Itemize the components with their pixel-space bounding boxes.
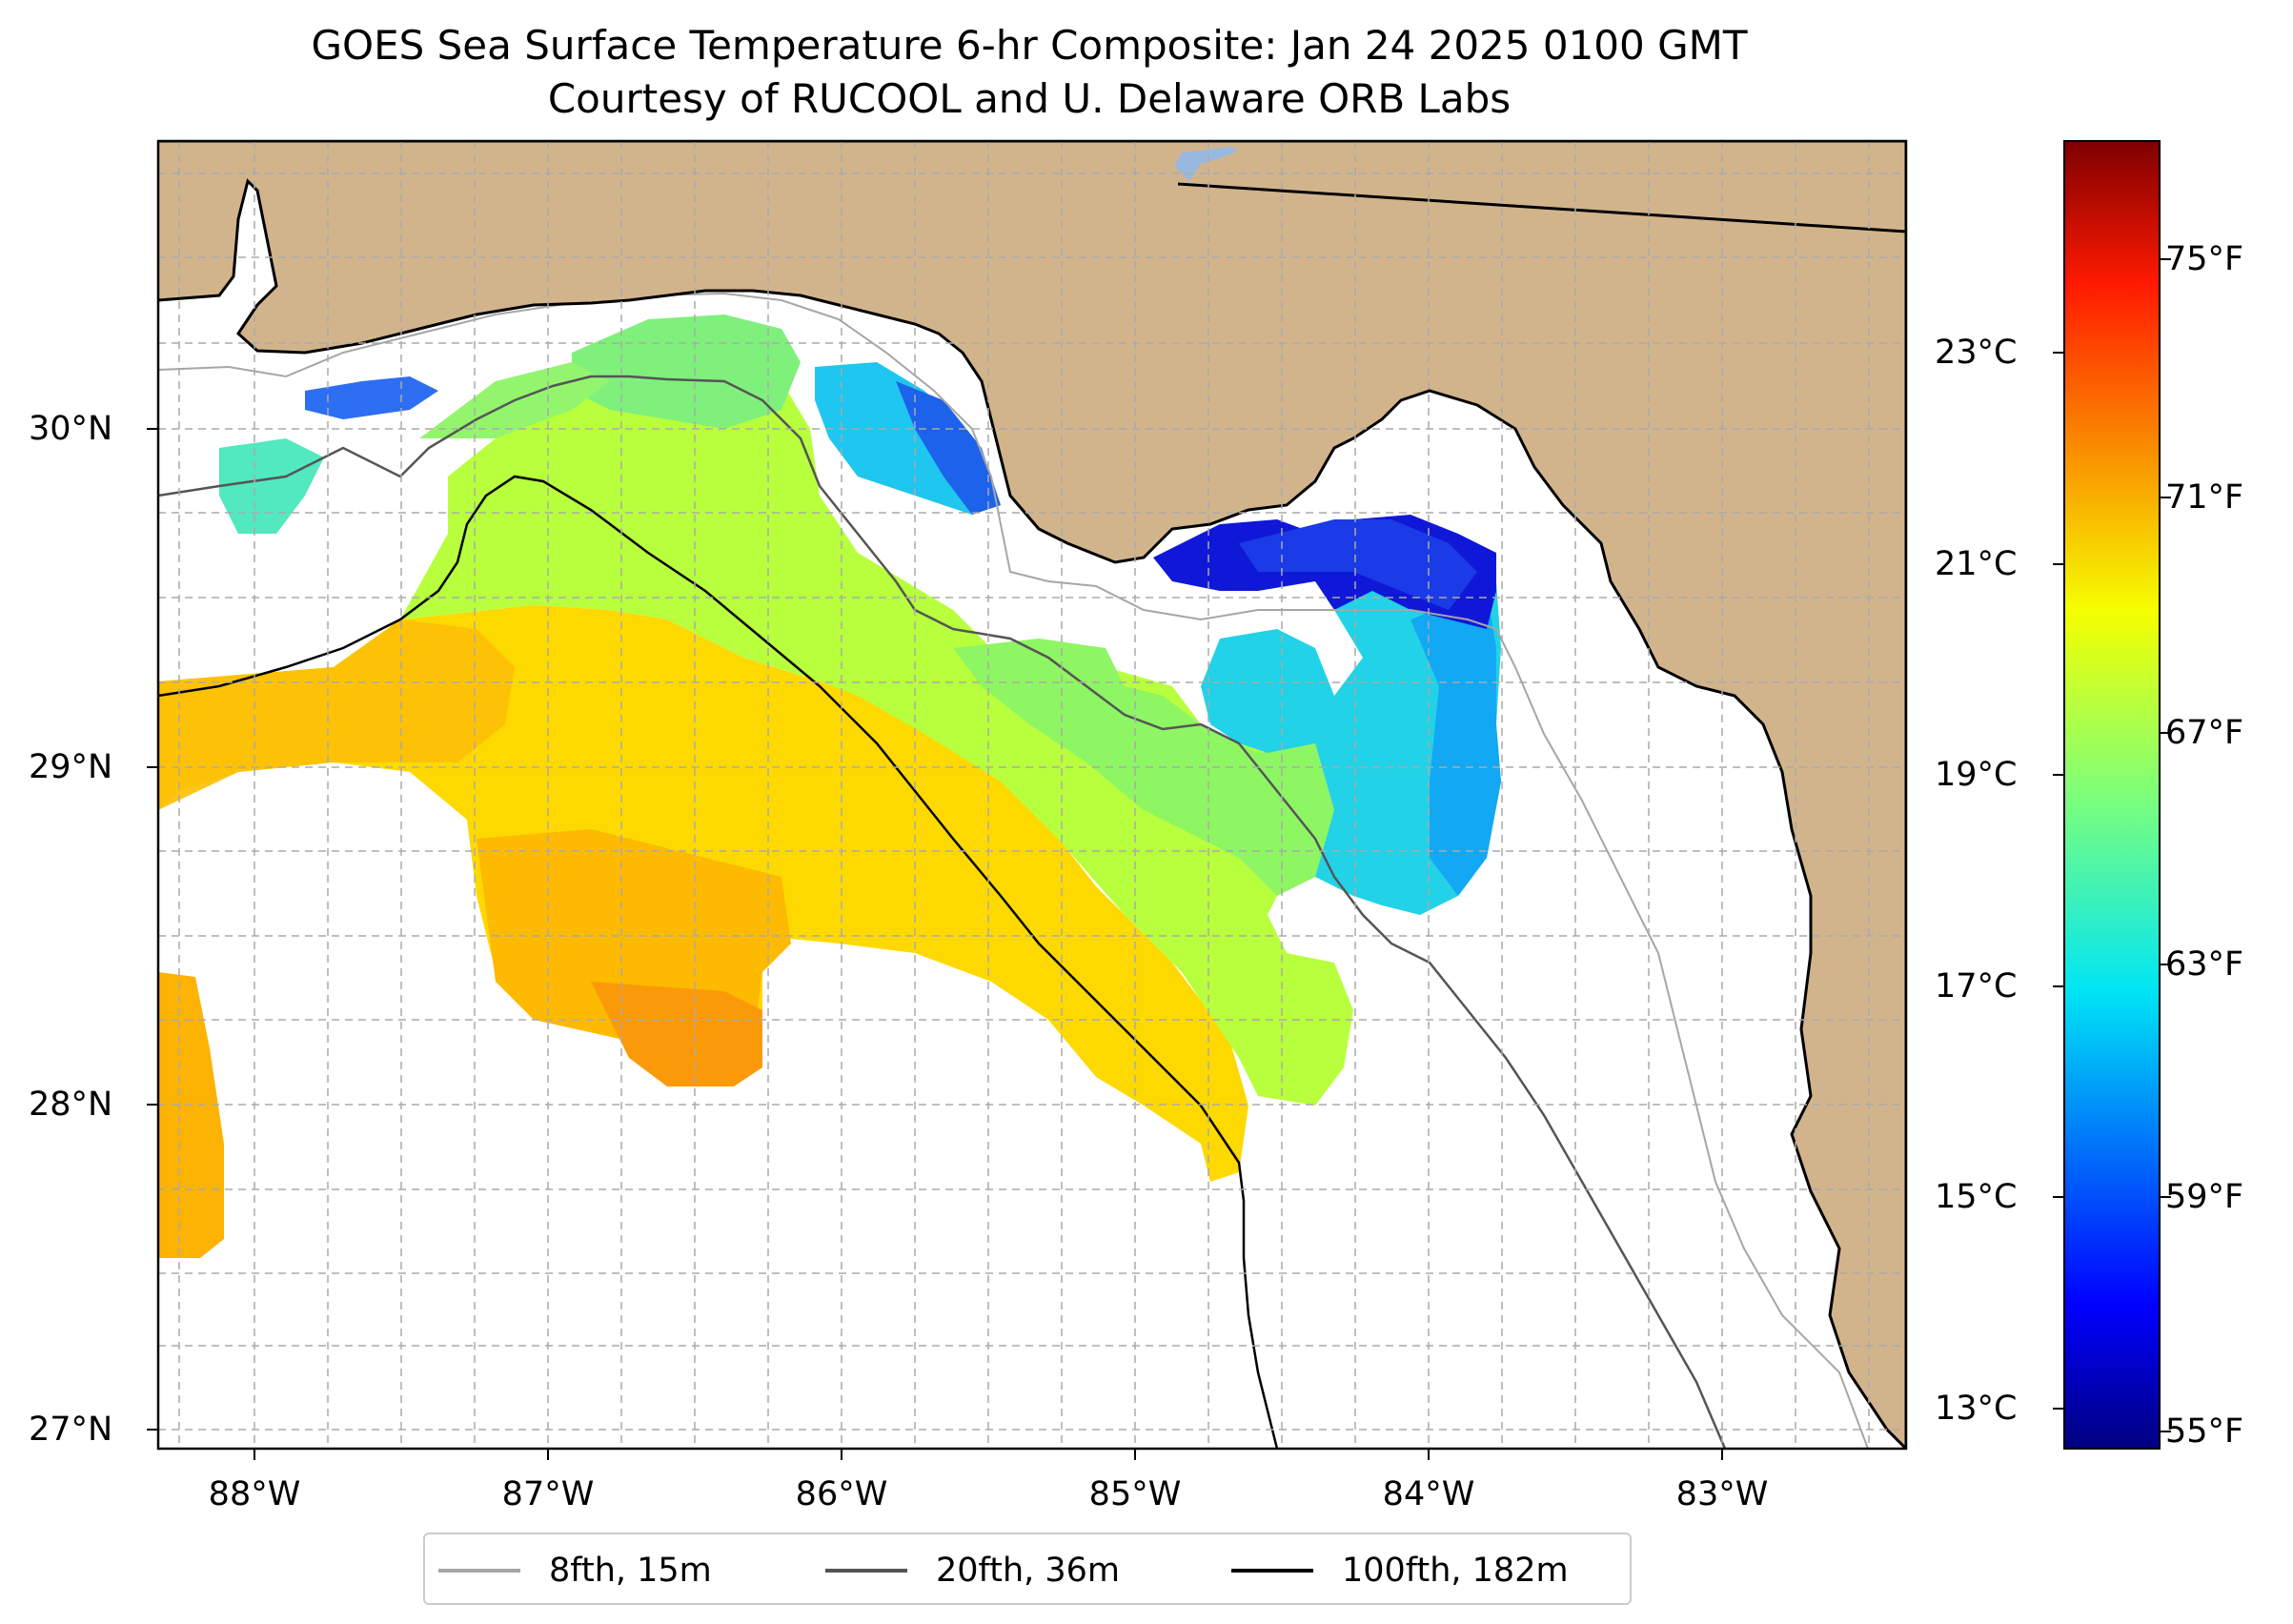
- colorbar-fahrenheit-label: 75°F: [2165, 240, 2244, 278]
- legend-swatch: [1231, 1569, 1313, 1573]
- colorbar-fahrenheit-label: 55°F: [2165, 1412, 2244, 1451]
- axis-ticks: [147, 428, 1723, 1460]
- y-tick-label: 29°N: [29, 748, 113, 786]
- colorbar-fahrenheit-label: 63°F: [2165, 945, 2244, 984]
- y-tick-label: 27°N: [29, 1411, 113, 1449]
- y-tick-label: 28°N: [29, 1086, 113, 1124]
- colorbar: [2063, 140, 2161, 1450]
- legend-label: 8fth, 15m: [549, 1552, 712, 1590]
- legend-swatch: [438, 1569, 520, 1573]
- colorbar-celsius-label: 19°C: [1935, 756, 2018, 794]
- legend-swatch: [825, 1569, 907, 1573]
- colorbar-celsius-label: 13°C: [1935, 1390, 2018, 1428]
- legend: 8fth, 15m 20fth, 36m 100fth, 182m: [423, 1533, 1632, 1605]
- colorbar-celsius-label: 23°C: [1935, 334, 2018, 372]
- sst-data: [158, 315, 1501, 1258]
- x-tick-label: 88°W: [208, 1475, 301, 1513]
- colorbar-ticks: [2053, 258, 2171, 1432]
- legend-item-100fth: 100fth, 182m: [1231, 1552, 1569, 1590]
- colorbar-celsius-label: 21°C: [1935, 545, 2018, 583]
- x-tick-label: 87°W: [501, 1475, 595, 1513]
- gridlines: [158, 141, 1906, 1449]
- colorbar-fahrenheit-label: 67°F: [2165, 714, 2244, 752]
- legend-label: 20fth, 36m: [936, 1552, 1121, 1590]
- x-tick-label: 84°W: [1382, 1475, 1475, 1513]
- land: [158, 141, 1906, 1449]
- chart-title: GOES Sea Surface Temperature 6-hr Compos…: [311, 22, 1748, 69]
- y-tick-label: 30°N: [29, 410, 113, 448]
- x-tick-label: 86°W: [795, 1475, 888, 1513]
- colorbar-celsius-label: 17°C: [1935, 967, 2018, 1005]
- colorbar-fahrenheit-label: 71°F: [2165, 478, 2244, 517]
- x-tick-label: 85°W: [1088, 1475, 1182, 1513]
- map-frame: [156, 139, 1908, 1451]
- chart-subtitle: Courtesy of RUCOOL and U. Delaware ORB L…: [547, 75, 1512, 122]
- legend-item-20fth: 20fth, 36m: [825, 1552, 1121, 1590]
- colorbar-celsius-label: 15°C: [1935, 1178, 2018, 1216]
- legend-label: 100fth, 182m: [1342, 1552, 1569, 1590]
- x-tick-label: 83°W: [1675, 1475, 1769, 1513]
- colorbar-fahrenheit-label: 59°F: [2165, 1178, 2244, 1216]
- legend-item-8fth: 8fth, 15m: [438, 1552, 712, 1590]
